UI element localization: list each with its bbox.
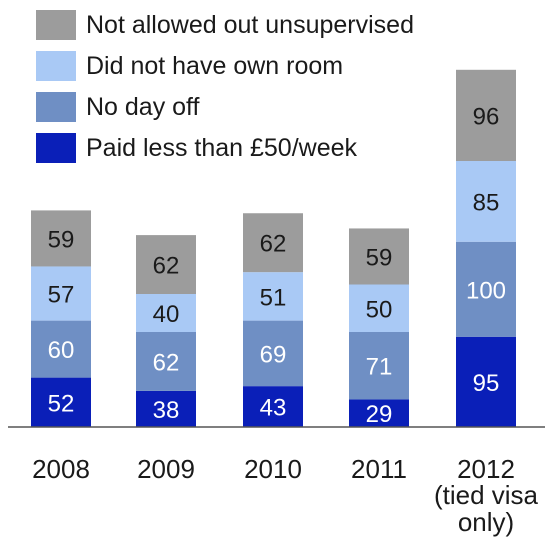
legend-swatch-no-day-off [36, 92, 76, 122]
data-label-2008-no-day-off: 60 [48, 337, 75, 364]
legend-swatch-did-not-have-own-room [36, 51, 76, 81]
bar-2008-did-not-have-own-room [31, 266, 91, 321]
data-label-2012-not-allowed-out-unsupervised: 96 [473, 103, 500, 130]
legend-swatch-paid-less-than-50-week [36, 133, 76, 163]
bar-2011-no-day-off [349, 332, 409, 400]
bar-2010-did-not-have-own-room [243, 272, 303, 321]
data-label-2010-did-not-have-own-room: 51 [260, 284, 287, 311]
data-label-2012-no-day-off: 100 [466, 277, 506, 304]
bar-2010-no-day-off [243, 320, 303, 387]
data-label-2011-paid-less-than-50-week: 29 [366, 401, 393, 428]
legend-label-no-day-off: No day off [86, 93, 200, 121]
x-tick-label-2008: 2008 [32, 454, 90, 484]
bar-2011-not-allowed-out-unsupervised [349, 228, 409, 285]
legend-label-paid-less-than-50-week: Paid less than £50/week [86, 134, 358, 162]
bar-2009-no-day-off [136, 332, 196, 391]
bar-2012-did-not-have-own-room [456, 161, 516, 242]
x-tick-label-2012: 2012 [457, 454, 515, 484]
x-tick-sublabel-2012: (tied visa only) [434, 480, 539, 537]
bar-2009-paid-less-than-50-week [136, 390, 196, 427]
legend-label-not-allowed-out-unsupervised: Not allowed out unsupervised [86, 11, 414, 39]
data-label-2012-did-not-have-own-room: 85 [473, 189, 500, 216]
bars: 52 60 57 59 38 62 40 62 43 69 51 62 29 71 50 59 95 100 85 9… [31, 69, 516, 428]
data-label-2011-did-not-have-own-room: 50 [366, 296, 393, 323]
bar-2009-did-not-have-own-room [136, 294, 196, 332]
bar-2008-paid-less-than-50-week [31, 377, 91, 427]
bar-2010-paid-less-than-50-week [243, 386, 303, 427]
x-tick-label-2010: 2010 [244, 454, 302, 484]
data-label-2010-no-day-off: 69 [260, 341, 287, 368]
bar-2011-paid-less-than-50-week [349, 399, 409, 427]
x-tick-label-2011: 2011 [351, 454, 407, 484]
bar-2012-no-day-off [456, 241, 516, 337]
bar-2008-no-day-off [31, 320, 91, 378]
data-label-2010-not-allowed-out-unsupervised: 62 [260, 231, 287, 258]
x-tick-label-2009: 2009 [137, 454, 195, 484]
bar-2010-not-allowed-out-unsupervised [243, 213, 303, 273]
x-axis-labels: 2008 2009 2010 2011 2012(tied visa only) [32, 454, 538, 537]
data-label-2008-not-allowed-out-unsupervised: 59 [48, 226, 75, 253]
data-label-2008-did-not-have-own-room: 57 [48, 282, 75, 309]
data-label-2012-paid-less-than-50-week: 95 [473, 370, 500, 397]
data-label-2009-no-day-off: 62 [153, 349, 180, 376]
data-label-2010-paid-less-than-50-week: 43 [260, 395, 287, 422]
data-label-2008-paid-less-than-50-week: 52 [48, 390, 75, 417]
legend-swatch-not-allowed-out-unsupervised [36, 10, 76, 40]
data-label-2011-no-day-off: 71 [366, 354, 393, 381]
data-label-2009-did-not-have-own-room: 40 [153, 301, 180, 328]
data-label-2011-not-allowed-out-unsupervised: 59 [366, 244, 393, 271]
bar-2008-not-allowed-out-unsupervised [31, 210, 91, 267]
bar-2011-did-not-have-own-room [349, 284, 409, 332]
bar-2012-paid-less-than-50-week [456, 336, 516, 427]
bar-2012-not-allowed-out-unsupervised [456, 69, 516, 161]
data-label-2009-not-allowed-out-unsupervised: 62 [153, 253, 180, 280]
data-label-2009-paid-less-than-50-week: 38 [153, 397, 180, 424]
legend-label-did-not-have-own-room: Did not have own room [86, 52, 343, 80]
bar-2009-not-allowed-out-unsupervised [136, 235, 196, 294]
legend: Not allowed out unsupervised Did not have… [36, 10, 414, 163]
